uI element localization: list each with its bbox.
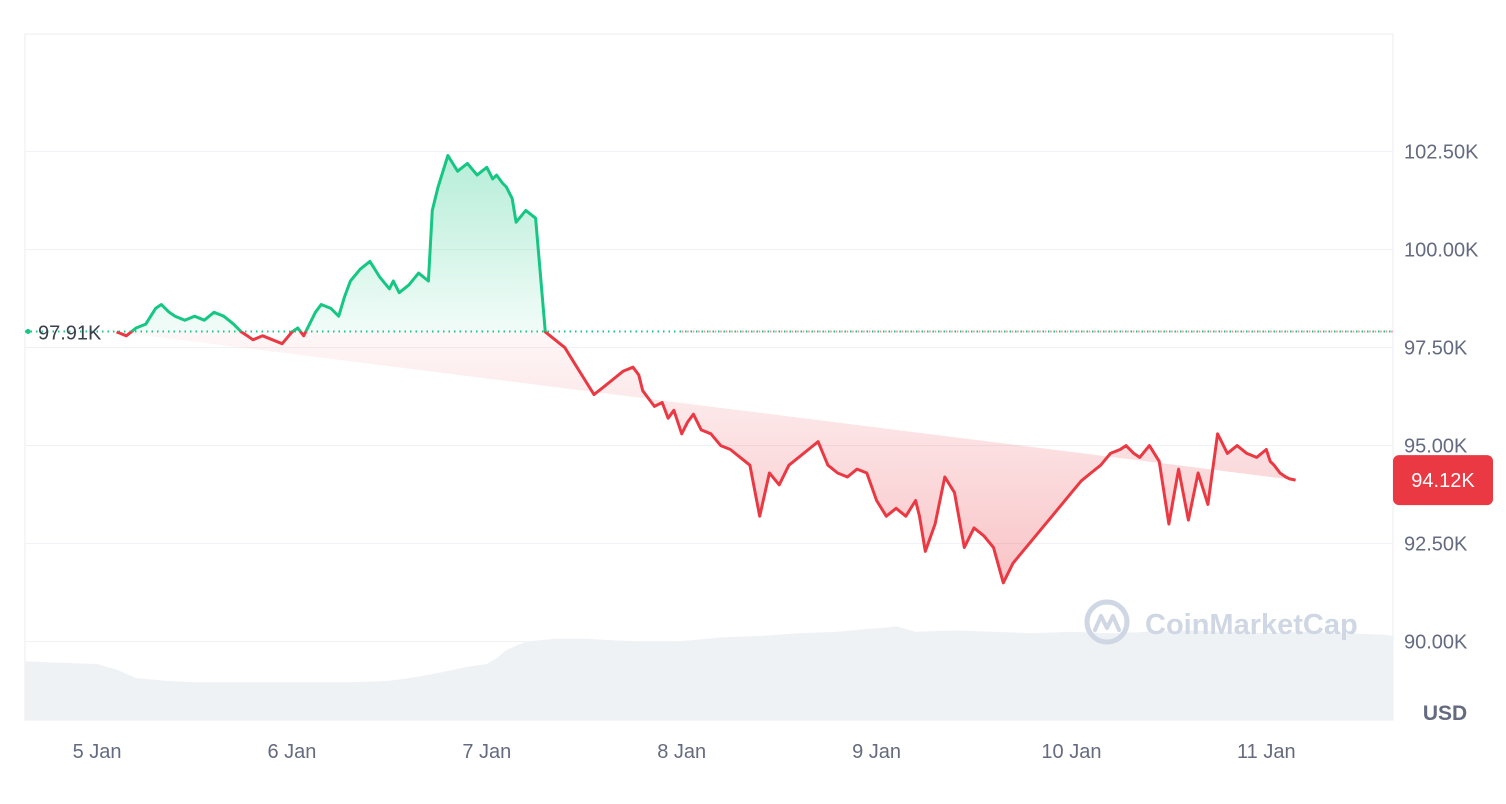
fill-above-baseline (131, 155, 546, 332)
baseline-marker (25, 329, 31, 335)
price-labels: 97.91K 94.12K (25, 323, 1493, 506)
y-axis: 90.00K 92.50K 95.00K 97.50K 100.00K 102.50K (1404, 142, 1479, 654)
fill-below-baseline (116, 331, 1296, 583)
price-line (116, 154, 1296, 585)
watermark-text: CoinMarketCap (1145, 609, 1358, 641)
last-price-label: 94.12K (1411, 470, 1475, 492)
x-tick-label: 6 Jan (268, 741, 317, 763)
baseline-value-label: 97.91K (38, 323, 102, 345)
x-tick-label: 10 Jan (1041, 741, 1101, 763)
y-tick-label: 95.00K (1404, 436, 1468, 458)
y-tick-label: 92.50K (1404, 534, 1468, 556)
price-line-down (116, 331, 1296, 585)
x-tick-label: 7 Jan (462, 741, 511, 763)
price-fill-area (116, 155, 1296, 583)
volume-path (25, 626, 1393, 720)
price-line-up (116, 154, 548, 332)
y-tick-label: 102.50K (1404, 142, 1479, 164)
watermark: CoinMarketCap (1084, 599, 1358, 645)
last-price-badge (1393, 455, 1493, 506)
x-tick-label: 9 Jan (852, 741, 901, 763)
gridlines (25, 151, 1393, 643)
logo-ring (1084, 599, 1130, 645)
y-tick-label: 100.00K (1404, 240, 1479, 262)
y-tick-label: 97.50K (1404, 338, 1468, 360)
x-axis: 5 Jan 6 Jan 7 Jan 8 Jan 9 Jan 10 Jan 11 Jan (73, 741, 1296, 763)
coinmarketcap-logo-icon (1084, 599, 1130, 645)
volume-area (25, 626, 1393, 720)
currency-label: USD (1423, 702, 1467, 725)
y-tick-label: 90.00K (1404, 632, 1468, 654)
x-tick-label: 5 Jan (73, 741, 122, 763)
x-tick-label: 8 Jan (657, 741, 706, 763)
logo-wave (1093, 614, 1121, 632)
x-tick-label: 11 Jan (1237, 741, 1296, 763)
